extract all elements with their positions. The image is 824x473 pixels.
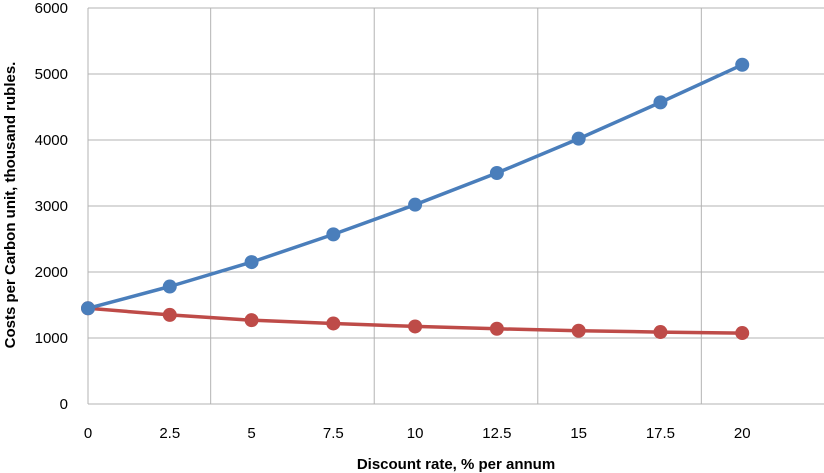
x-axis-title: Discount rate, % per annum: [357, 456, 555, 473]
y-tick-label: 5000: [35, 66, 68, 83]
series-1-point: [244, 255, 259, 270]
x-tick-label: 20: [734, 425, 751, 442]
series-1-point: [571, 131, 586, 146]
series-1-point: [81, 301, 95, 316]
x-tick-label: 7.5: [323, 425, 344, 442]
y-tick-label: 4000: [35, 132, 68, 149]
y-tick-label: 6000: [35, 0, 68, 17]
y-axis-title: Costs per Carbon unit, thousand rubles.: [2, 62, 19, 349]
series-1-point: [162, 279, 177, 294]
series-2-point: [408, 319, 423, 334]
x-tick-label: 17.5: [646, 425, 675, 442]
x-tick-label: 10: [407, 425, 424, 442]
series-2-point: [326, 316, 341, 331]
y-tick-label: 3000: [35, 198, 68, 215]
x-tick-label: 15: [570, 425, 587, 442]
x-tick-label: 0: [84, 425, 92, 442]
series-1-point: [489, 166, 504, 180]
grid: [87, 7, 824, 405]
series-2-point: [735, 326, 750, 341]
x-tick-label: 5: [247, 425, 255, 442]
series-points: [81, 57, 750, 341]
series-1-point: [735, 57, 750, 72]
series-1-point: [653, 95, 668, 110]
series-2-point: [244, 313, 259, 328]
y-tick-label: 2000: [35, 264, 68, 281]
y-tick-label: 0: [60, 396, 68, 413]
series-2-point: [489, 321, 504, 336]
x-tick-label: 2.5: [159, 425, 180, 442]
y-tick-labels: 0 1000 2000 3000 4000 5000 6000: [35, 0, 68, 413]
series-2-point: [571, 323, 586, 338]
series-2-point: [162, 307, 177, 322]
series-2-point: [653, 325, 668, 340]
x-tick-label: 12.5: [482, 425, 511, 442]
x-tick-labels: 0 2.5 5 7.5 10 12.5 15 17.5 20: [84, 425, 751, 442]
y-tick-label: 1000: [35, 330, 68, 347]
series-1-point: [326, 227, 341, 242]
series-1-point: [408, 197, 423, 212]
